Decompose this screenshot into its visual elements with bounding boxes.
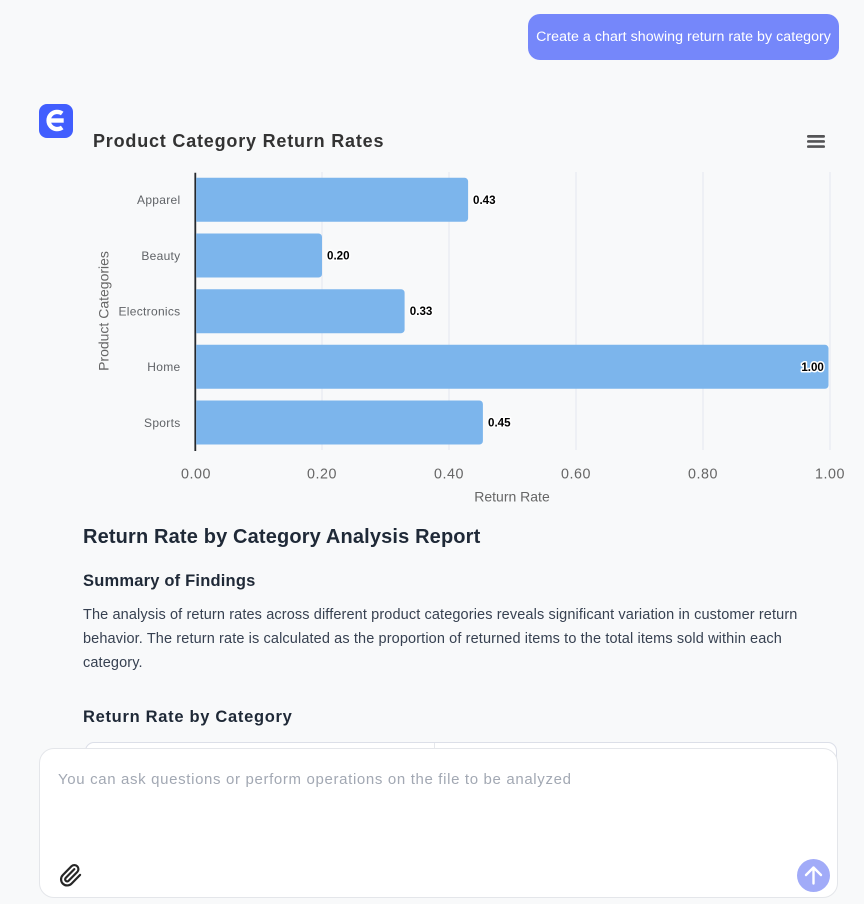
svg-text:0.43: 0.43	[473, 194, 496, 207]
svg-text:Product Categories: Product Categories	[96, 251, 112, 371]
svg-text:Return Rate: Return Rate	[474, 488, 550, 504]
svg-text:1.00: 1.00	[801, 361, 824, 374]
svg-text:Electronics: Electronics	[119, 305, 181, 319]
svg-text:0.45: 0.45	[488, 417, 511, 430]
svg-text:0.80: 0.80	[688, 466, 718, 482]
svg-text:1.00: 1.00	[815, 466, 845, 482]
svg-text:0.20: 0.20	[327, 250, 350, 263]
svg-text:Apparel: Apparel	[137, 193, 180, 207]
svg-text:Home: Home	[147, 360, 180, 374]
svg-text:0.33: 0.33	[410, 305, 433, 318]
svg-text:0.00: 0.00	[181, 466, 211, 482]
svg-text:0.60: 0.60	[561, 466, 591, 482]
svg-text:0.40: 0.40	[434, 466, 464, 482]
svg-text:Beauty: Beauty	[141, 249, 180, 263]
svg-text:0.20: 0.20	[307, 466, 337, 482]
svg-text:Sports: Sports	[144, 416, 180, 430]
svg-text:Product Category Return Rates: Product Category Return Rates	[93, 131, 384, 151]
